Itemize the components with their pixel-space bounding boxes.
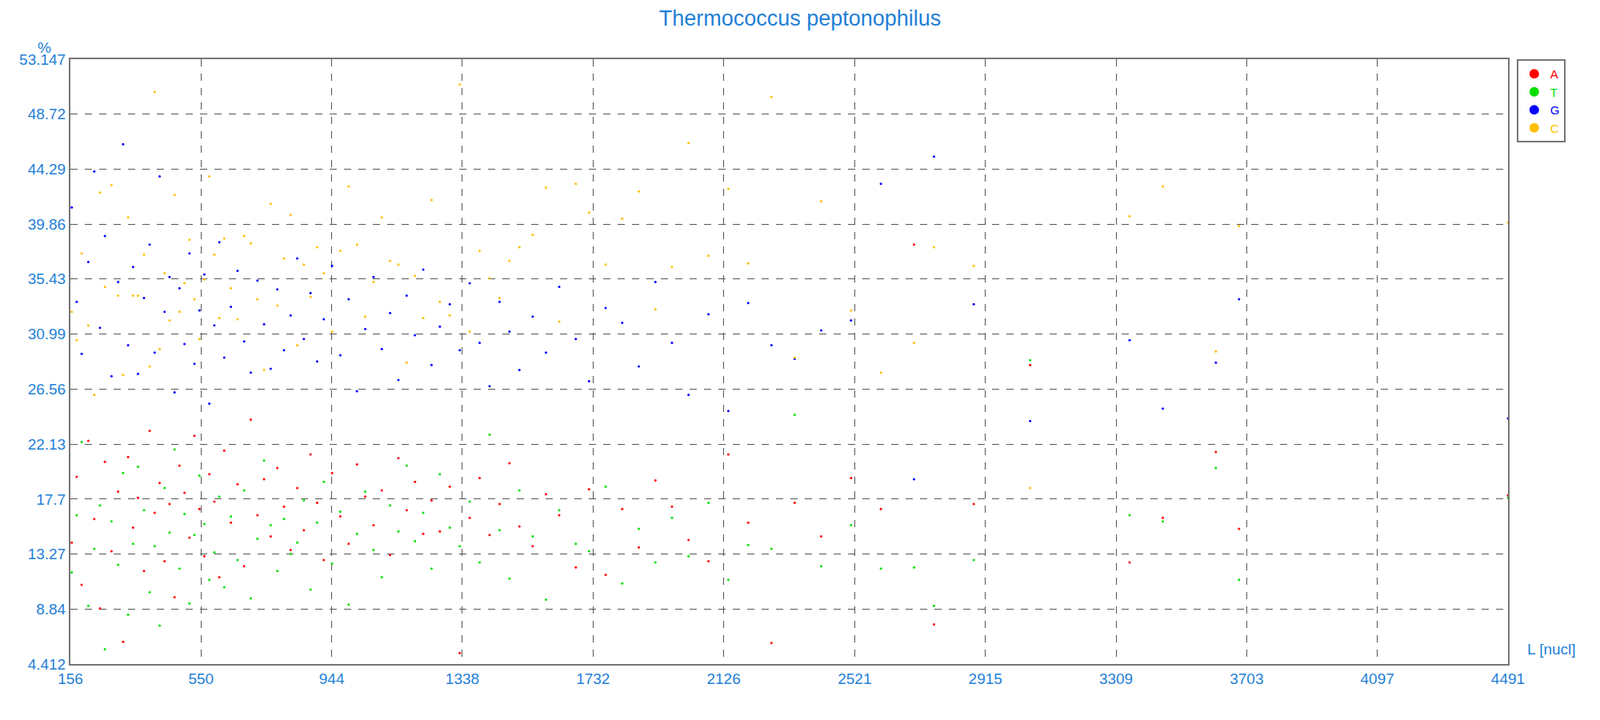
svg-text:550: 550 [188,670,214,688]
svg-text:156: 156 [57,670,84,688]
svg-text:L [nucl]: L [nucl] [1527,640,1576,658]
svg-text:22.13: 22.13 [28,436,67,453]
svg-text:44.29: 44.29 [28,160,67,178]
svg-text:944: 944 [319,670,345,688]
svg-text:Thermococcus peptonophilus: Thermococcus peptonophilus [659,6,942,31]
svg-text:%: % [37,39,52,56]
svg-text:4491: 4491 [1491,670,1525,688]
svg-text:1338: 1338 [445,670,480,688]
svg-text:2915: 2915 [968,670,1003,688]
svg-text:26.56: 26.56 [28,380,67,398]
svg-text:T: T [1550,85,1558,100]
svg-text:39.86: 39.86 [28,216,67,233]
svg-text:A: A [1550,67,1559,81]
svg-text:30.99: 30.99 [28,325,67,343]
svg-text:53.147: 53.147 [19,51,66,68]
svg-text:1732: 1732 [576,670,610,688]
svg-text:3309: 3309 [1099,670,1133,688]
svg-text:8.84: 8.84 [36,600,66,618]
svg-text:13.27: 13.27 [28,545,67,563]
svg-text:C: C [1550,121,1560,136]
svg-text:3703: 3703 [1229,670,1264,688]
svg-text:2126: 2126 [706,670,740,688]
svg-text:G: G [1550,103,1560,117]
svg-text:4.412: 4.412 [28,656,67,673]
svg-text:35.43: 35.43 [28,270,67,288]
svg-text:17.7: 17.7 [36,491,66,508]
svg-text:4097: 4097 [1360,670,1395,688]
svg-text:2521: 2521 [837,670,872,688]
svg-text:48.72: 48.72 [28,105,67,123]
